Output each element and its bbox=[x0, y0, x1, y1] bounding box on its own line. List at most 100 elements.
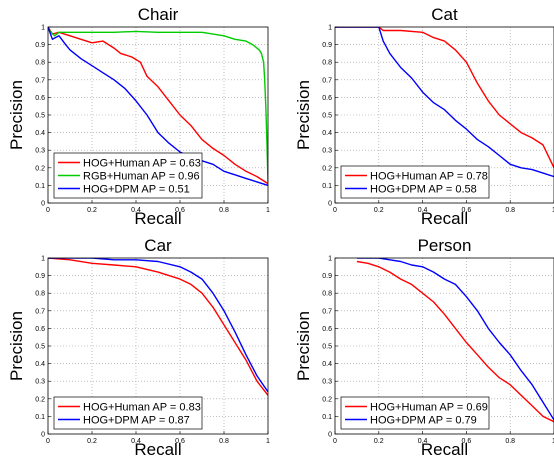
chart-car-x-axis-label: Recall bbox=[134, 440, 181, 458]
chart-car-legend-label: HOG+Human AP = 0.83 bbox=[83, 402, 201, 414]
chart-person-legend-box bbox=[340, 396, 490, 430]
chart-car-title: Car bbox=[144, 236, 172, 255]
chart-chair-ytick-label: 0.3 bbox=[35, 148, 45, 155]
chart-person: 0 0.2 0.4 0.6 0.8 1 0 0.1 0.2 0.3 0.4 0.5 0.6 0.7 0.8 0… bbox=[294, 236, 554, 458]
chart-chair-legend-label: RGB+Human AP = 0.96 bbox=[83, 171, 200, 183]
chart-chair-legend-label: HOG+Human AP = 0.63 bbox=[83, 158, 201, 170]
chart-person-ytick-label: 0.4 bbox=[322, 361, 332, 368]
chart-chair-ytick-label: 1 bbox=[41, 25, 45, 32]
chart-car-legend-box bbox=[53, 396, 203, 430]
chart-cat-y-axis-label: Precision bbox=[294, 80, 313, 150]
chart-car-ytick-label: 0.5 bbox=[35, 344, 45, 351]
chart-cat-ytick-label: 0.3 bbox=[322, 148, 332, 155]
chart-cat-series-hog-dpm-line bbox=[335, 27, 554, 178]
chart-person-ytick-label: 0.1 bbox=[322, 414, 332, 421]
chart-chair-xtick-label: 0.2 bbox=[87, 207, 97, 214]
chart-cat-ytick-label: 0.9 bbox=[322, 42, 332, 49]
chart-chair-series-rgb-human-line bbox=[48, 28, 268, 184]
chart-cat-xtick-label: 0.2 bbox=[374, 207, 384, 214]
chart-car-ytick-label: 0.3 bbox=[35, 379, 45, 386]
chart-cat-xtick-label: 0 bbox=[333, 207, 337, 214]
chart-chair-xtick-label: 0 bbox=[46, 207, 50, 214]
chart-person-xtick-label: 0.6 bbox=[462, 438, 472, 445]
chart-car-xtick-label: 0.4 bbox=[131, 438, 141, 445]
chart-cat-xtick-label: 0.8 bbox=[505, 207, 515, 214]
chart-cat-xtick-label: 0.4 bbox=[418, 207, 428, 214]
chart-person-xtick-label: 0.8 bbox=[505, 438, 515, 445]
chart-car-ytick-label: 0.1 bbox=[35, 414, 45, 421]
chart-person-xtick-label: 0.2 bbox=[374, 438, 384, 445]
chart-person-x-axis-label: Recall bbox=[421, 440, 468, 458]
chart-cat-xtick-label: 1 bbox=[552, 207, 554, 214]
chart-cat-xtick-label: 0.6 bbox=[462, 207, 472, 214]
chart-cat-ytick-label: 0.2 bbox=[322, 165, 332, 172]
chart-cat: 0 0.2 0.4 0.6 0.8 1 0 0.1 0.2 0.3 0.4 0.5 0.6 0.7 0.8 0… bbox=[294, 5, 554, 228]
chart-chair-xtick-label: 0.8 bbox=[219, 207, 229, 214]
chart-chair-ytick-label: 0.6 bbox=[35, 95, 45, 102]
chart-cat-ytick-label: 0.5 bbox=[322, 113, 332, 120]
chart-cat-x-axis-label: Recall bbox=[421, 209, 468, 228]
chart-car-ytick-label: 0.9 bbox=[35, 273, 45, 280]
chart-chair-legend-label: HOG+DPM AP = 0.51 bbox=[83, 184, 190, 196]
chart-person-series-group bbox=[356, 258, 554, 423]
chart-person-xtick-label: 0 bbox=[333, 438, 337, 445]
chart-car-xtick-label: 0.8 bbox=[219, 438, 229, 445]
chart-person-ytick-label: 0.7 bbox=[322, 308, 332, 315]
chart-person-series-hog-human-line bbox=[356, 260, 554, 423]
chart-chair-ytick-label: 0 bbox=[41, 201, 45, 208]
chart-car-series-group bbox=[48, 258, 268, 396]
chart-chair-series-hog-human-line bbox=[48, 27, 268, 185]
chart-cat-ytick-label: 0 bbox=[328, 201, 332, 208]
chart-chair: 0 0.2 0.4 0.6 0.8 1 0 0.1 0.2 0.3 0.4 0.5 0.6 0.7 0.8 0… bbox=[7, 5, 270, 228]
chart-chair-ytick-label: 0.8 bbox=[35, 60, 45, 67]
chart-person-ytick-label: 1 bbox=[328, 256, 332, 263]
chart-chair-ytick-label: 0.7 bbox=[35, 77, 45, 84]
chart-chair-y-axis-label: Precision bbox=[7, 80, 26, 150]
chart-chair-xtick-label: 0.4 bbox=[131, 207, 141, 214]
chart-car-xtick-label: 0 bbox=[46, 438, 50, 445]
chart-chair-series-group bbox=[48, 27, 268, 187]
chart-car-ytick-label: 0.4 bbox=[35, 361, 45, 368]
chart-person-ytick-label: 0.9 bbox=[322, 273, 332, 280]
chart-car-ytick-label: 0 bbox=[41, 432, 45, 439]
chart-chair-title: Chair bbox=[138, 5, 179, 24]
chart-person-ytick-label: 0.2 bbox=[322, 396, 332, 403]
chart-person-title: Person bbox=[418, 236, 472, 255]
chart-chair-ytick-label: 0.4 bbox=[35, 130, 45, 137]
chart-cat-legend-box bbox=[340, 165, 490, 199]
chart-car: 0 0.2 0.4 0.6 0.8 1 0 0.1 0.2 0.3 0.4 0.5 0.6 0.7 0.8 0… bbox=[7, 236, 270, 458]
chart-person-ytick-label: 0.8 bbox=[322, 291, 332, 298]
chart-cat-ytick-label: 0.7 bbox=[322, 77, 332, 84]
chart-person-ytick-label: 0.3 bbox=[322, 379, 332, 386]
chart-person-ytick-label: 0.5 bbox=[322, 344, 332, 351]
chart-person-ytick-label: 0.6 bbox=[322, 326, 332, 333]
chart-chair-ytick-label: 0.1 bbox=[35, 183, 45, 190]
chart-cat-ytick-label: 0.6 bbox=[322, 95, 332, 102]
chart-chair-ytick-label: 0.2 bbox=[35, 165, 45, 172]
chart-chair-ytick-label: 0.9 bbox=[35, 42, 45, 49]
chart-cat-legend-label: HOG+Human AP = 0.78 bbox=[370, 171, 488, 183]
chart-car-legend-label: HOG+DPM AP = 0.87 bbox=[83, 415, 190, 427]
chart-cat-title: Cat bbox=[431, 5, 458, 24]
chart-cat-ytick-label: 0.1 bbox=[322, 183, 332, 190]
chart-car-xtick-label: 0.6 bbox=[175, 438, 185, 445]
chart-cat-legend-label: HOG+DPM AP = 0.58 bbox=[370, 184, 477, 196]
chart-car-series-hog-dpm-line bbox=[48, 258, 268, 393]
chart-chair-series-hog-dpm-line bbox=[48, 27, 268, 187]
chart-chair-xtick-label: 1 bbox=[266, 207, 270, 214]
chart-car-series-hog-human-line bbox=[48, 258, 268, 396]
chart-cat-series-group bbox=[335, 27, 554, 178]
chart-car-xtick-label: 0.2 bbox=[87, 438, 97, 445]
chart-person-ytick-label: 0 bbox=[328, 432, 332, 439]
chart-person-legend-label: HOG+DPM AP = 0.79 bbox=[370, 415, 477, 427]
chart-person-xtick-label: 0.4 bbox=[418, 438, 428, 445]
chart-cat-series-hog-human-line bbox=[335, 27, 554, 169]
chart-cat-ytick-label: 0.4 bbox=[322, 130, 332, 137]
chart-car-y-axis-label: Precision bbox=[7, 311, 26, 381]
chart-chair-xtick-label: 0.6 bbox=[175, 207, 185, 214]
chart-person-xtick-label: 1 bbox=[552, 438, 554, 445]
